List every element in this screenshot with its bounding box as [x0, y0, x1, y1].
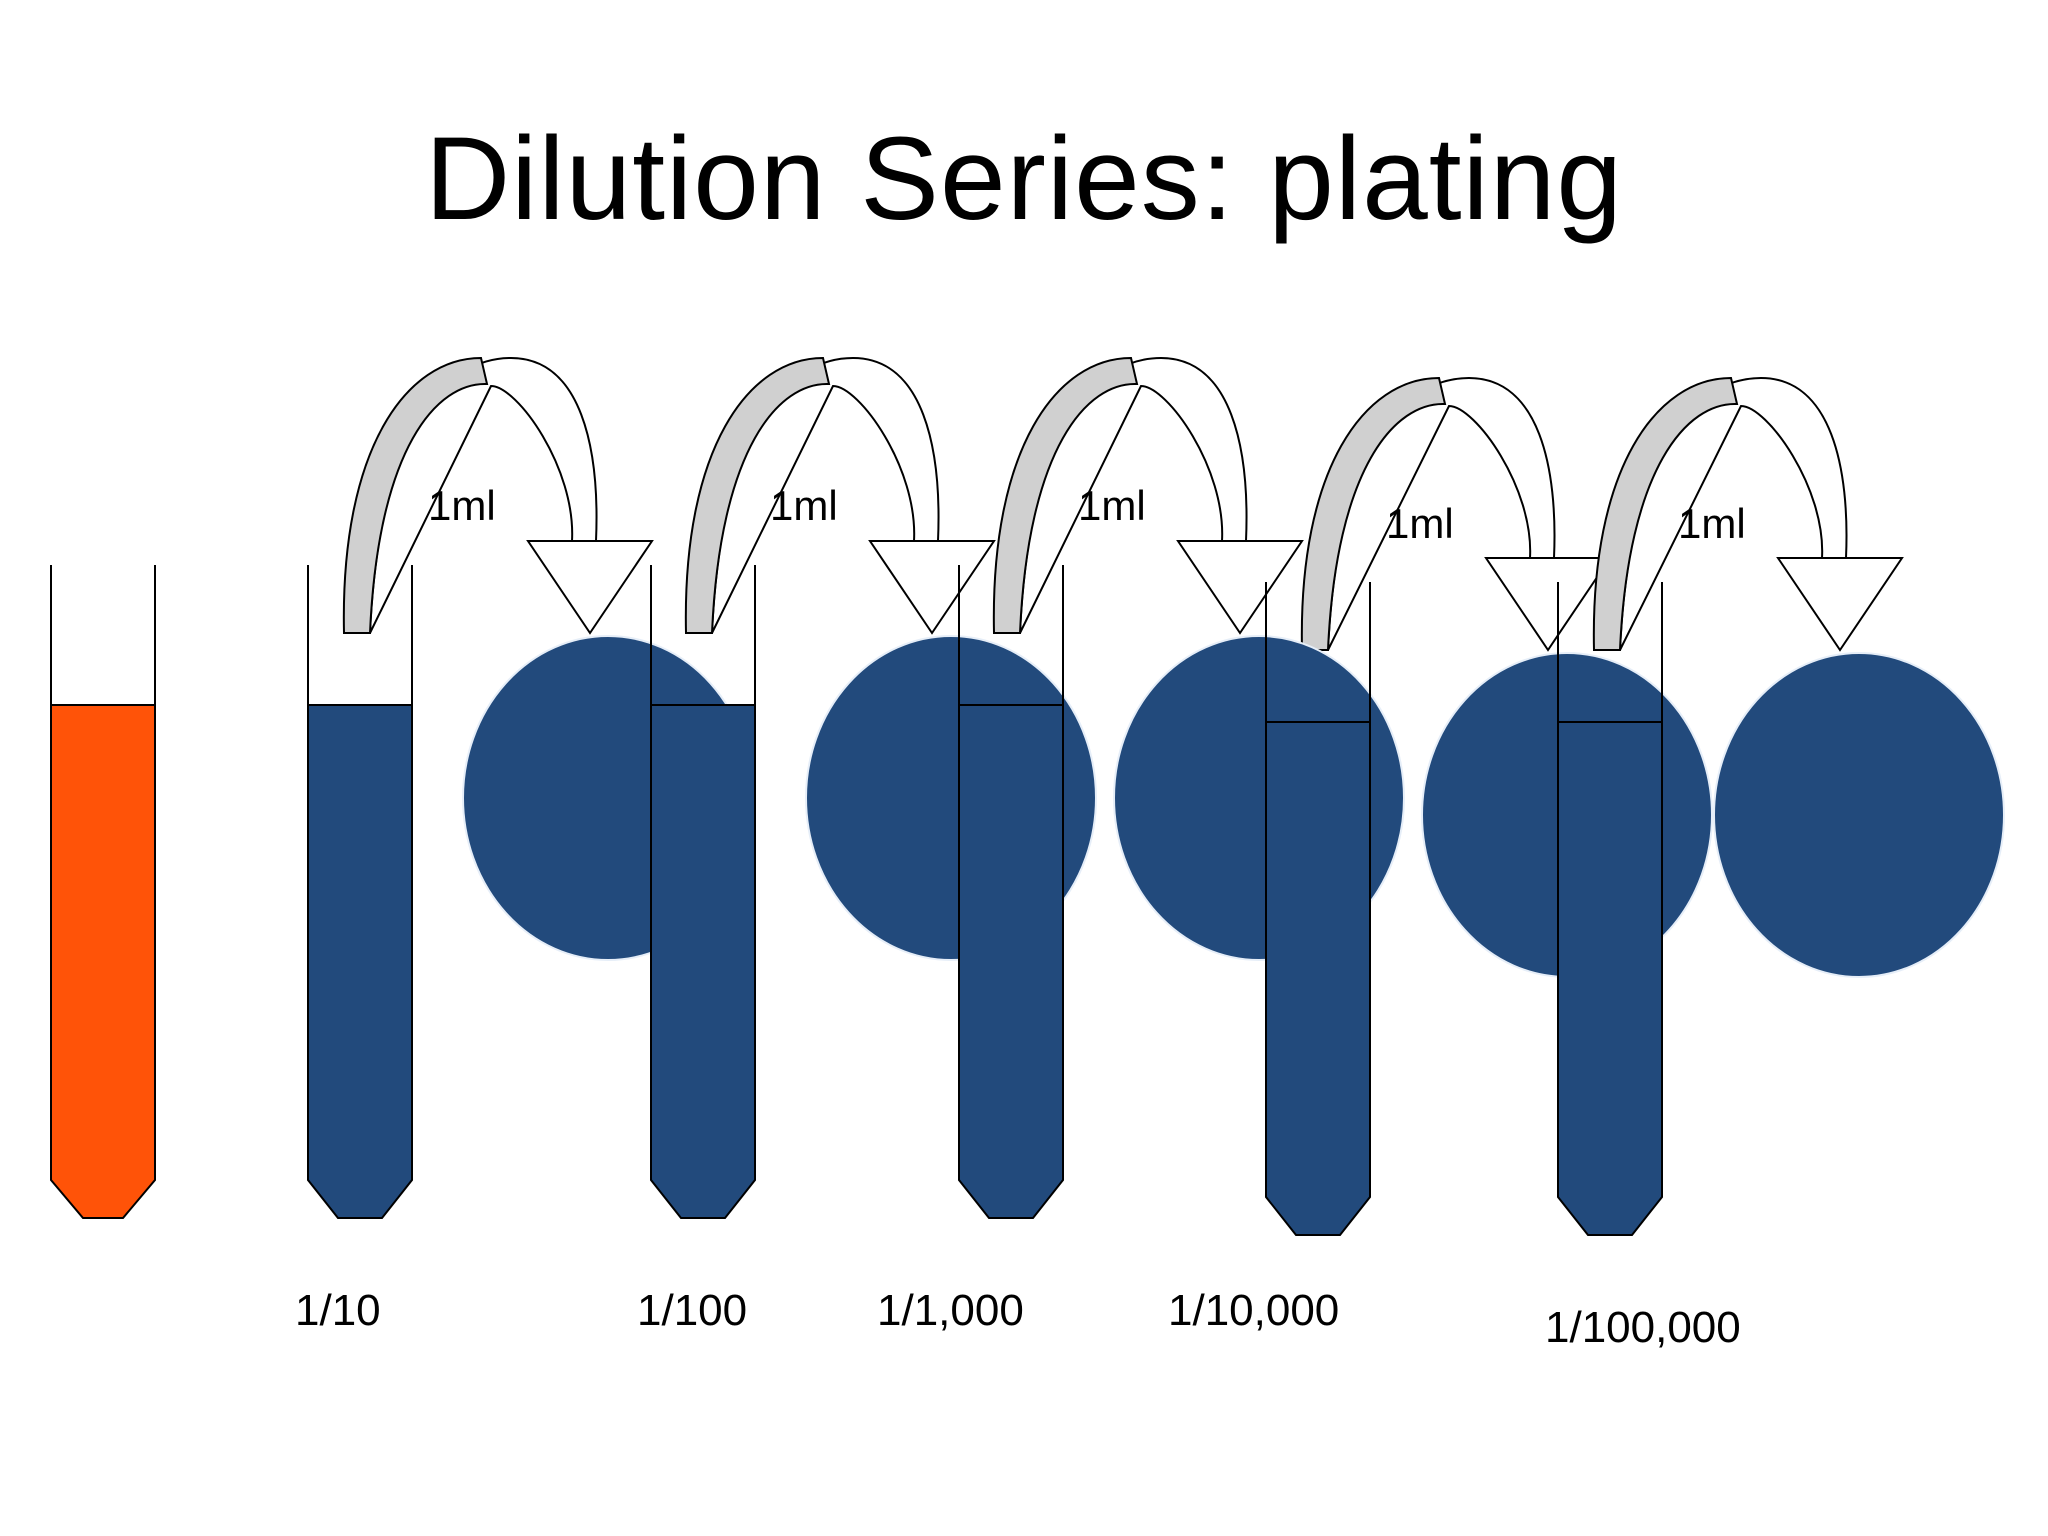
- transfer-arrow: [992, 356, 1304, 635]
- agar-plate: [1713, 652, 2005, 978]
- dilution-tube-liquid: [307, 704, 413, 1219]
- transfer-arrows: [342, 356, 1904, 652]
- volume-label: 1ml: [1078, 482, 1146, 529]
- dilution-labels: 1/10 1/100 1/1,000 1/10,000 1/100,000: [295, 1286, 1741, 1352]
- transfer-arrow: [342, 356, 654, 635]
- transfer-arrow-band: [992, 356, 1139, 634]
- dilution-units: [307, 565, 2005, 1236]
- dilution-tube-liquid: [1557, 721, 1663, 1236]
- transfer-arrow: [684, 356, 996, 635]
- transfer-arrow-head: [526, 540, 654, 635]
- transfer-arrow-band: [1592, 376, 1739, 651]
- transfer-arrow-band: [1300, 376, 1447, 651]
- transfer-arrow: [1592, 376, 1904, 652]
- transfer-arrow-head: [868, 540, 996, 635]
- slide-title: Dilution Series: plating: [424, 113, 1624, 245]
- dilution-tube-liquid: [1265, 721, 1371, 1236]
- volume-label: 1ml: [428, 482, 496, 529]
- dilution-label: 1/10: [295, 1286, 381, 1335]
- dilution-unit: [1557, 582, 2005, 1236]
- volume-label: 1ml: [1386, 500, 1454, 547]
- dilution-tube-liquid: [958, 704, 1064, 1219]
- transfer-arrow-band: [342, 356, 489, 634]
- transfer-arrow-head: [1176, 540, 1304, 635]
- dilution-label: 1/100: [637, 1286, 747, 1335]
- transfer-arrow-band: [684, 356, 831, 634]
- transfer-arrow-head: [1484, 557, 1612, 652]
- stock-tube-liquid: [50, 704, 156, 1219]
- transfer-arrow: [1300, 376, 1612, 652]
- transfer-arrow-head: [1776, 557, 1904, 652]
- dilution-label: 1/100,000: [1545, 1303, 1741, 1352]
- volume-label: 1ml: [1678, 500, 1746, 547]
- dilution-tube-liquid: [650, 704, 756, 1219]
- volume-labels: 1ml 1ml 1ml 1ml 1ml: [428, 482, 1746, 547]
- stock-tube: [50, 565, 156, 1219]
- volume-label: 1ml: [770, 482, 838, 529]
- dilution-label: 1/1,000: [877, 1286, 1024, 1335]
- dilution-label: 1/10,000: [1168, 1286, 1339, 1335]
